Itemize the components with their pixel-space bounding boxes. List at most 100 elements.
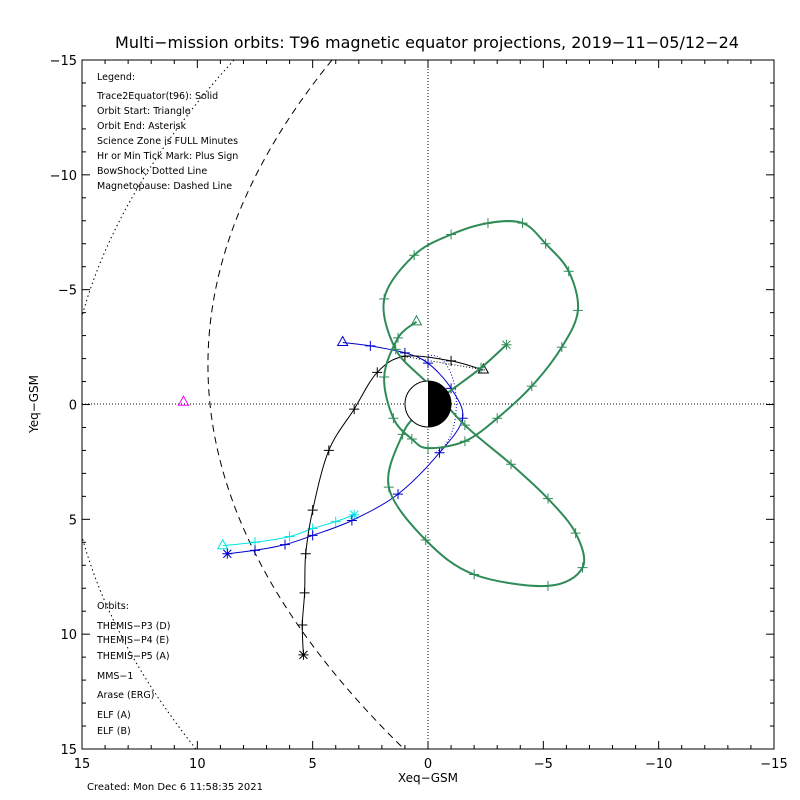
hour-tick-marker bbox=[420, 535, 431, 546]
y-tick-label: 15 bbox=[60, 743, 77, 758]
hour-tick-marker bbox=[409, 250, 420, 261]
orbits-label: Orbits: bbox=[97, 601, 129, 612]
legend: Legend: Trace2Equator(t96): Solid Orbit … bbox=[96, 72, 238, 192]
hour-tick-marker bbox=[476, 362, 487, 373]
chart-title: Multi−mission orbits: T96 magnetic equat… bbox=[115, 33, 739, 52]
hour-tick-marker bbox=[482, 218, 493, 229]
hour-tick-marker bbox=[323, 445, 334, 456]
hour-tick-marker bbox=[423, 358, 433, 369]
legend-line: Magnetopause: Dashed Line bbox=[97, 181, 232, 192]
hour-tick-marker bbox=[383, 482, 394, 493]
earth-symbol bbox=[404, 380, 452, 428]
hour-tick-marker bbox=[469, 569, 480, 580]
magnetopause bbox=[207, 60, 405, 749]
hour-tick-marker bbox=[563, 266, 574, 277]
legend-elf-a: ELF (A) bbox=[97, 710, 131, 721]
legend-line: Orbit End: Asterisk bbox=[97, 121, 187, 132]
legend-line: Trace2Equator(t96): Solid bbox=[96, 91, 218, 102]
hour-tick-marker bbox=[556, 342, 567, 353]
series-mms-1 bbox=[297, 351, 490, 660]
series-arase-erg bbox=[379, 218, 588, 591]
legend-line: BowShock: Dotted Line bbox=[97, 166, 207, 177]
hour-tick-marker bbox=[397, 429, 408, 440]
x-axis-ticks: 15 10 5 0 −5 −10 −15 bbox=[74, 60, 788, 772]
hour-tick-marker bbox=[540, 238, 551, 249]
legend-themis-p5: THEMIS−P5 (A) bbox=[96, 651, 170, 662]
hour-tick-marker bbox=[299, 587, 310, 598]
hour-tick-marker bbox=[446, 229, 457, 240]
orbit-start-marker bbox=[177, 395, 190, 406]
hour-tick-marker bbox=[399, 351, 410, 362]
hour-tick-marker bbox=[492, 413, 503, 424]
orbit-start-marker bbox=[216, 538, 229, 550]
orbit-end-marker bbox=[501, 339, 512, 350]
series-layer bbox=[177, 218, 588, 660]
y-tick-label: −10 bbox=[50, 169, 77, 184]
hour-tick-marker bbox=[572, 305, 583, 316]
orbit-line bbox=[382, 220, 586, 588]
y-tick-label: −15 bbox=[50, 54, 77, 69]
legend-line: Legend: bbox=[97, 72, 135, 83]
hour-tick-marker bbox=[297, 619, 308, 630]
hour-tick-marker bbox=[279, 539, 290, 550]
legend-line: Orbit Start: Triangle bbox=[97, 106, 191, 117]
x-axis-label: Xeq−GSM bbox=[398, 771, 458, 785]
legend-themis-p3: THEMIS−P3 (D) bbox=[96, 621, 170, 632]
hour-tick-marker bbox=[423, 443, 433, 454]
hour-tick-marker bbox=[570, 528, 581, 539]
hour-tick-marker bbox=[393, 489, 404, 500]
legend-arase: Arase (ERG) bbox=[97, 690, 154, 701]
orbit-end-marker bbox=[349, 509, 360, 520]
hour-tick-marker bbox=[300, 548, 311, 559]
hour-tick-marker bbox=[517, 218, 528, 229]
hour-tick-marker bbox=[307, 530, 318, 541]
hour-tick-marker bbox=[542, 580, 553, 591]
mms-start-trace bbox=[406, 356, 486, 371]
hour-tick-marker bbox=[250, 545, 260, 556]
y-axis-ticks: −15 −10 −5 0 5 10 15 bbox=[50, 54, 774, 758]
hour-tick-marker bbox=[446, 355, 457, 366]
hour-tick-marker bbox=[388, 413, 399, 424]
orbit-start-marker bbox=[336, 335, 349, 346]
x-tick-label: −5 bbox=[534, 757, 553, 772]
y-tick-label: 0 bbox=[69, 399, 77, 414]
orbit-end-marker bbox=[222, 548, 233, 559]
orbit-line bbox=[222, 514, 355, 547]
hour-tick-marker bbox=[284, 531, 295, 542]
orbit-end-marker bbox=[298, 649, 309, 660]
orbit-start-marker bbox=[410, 314, 423, 326]
legend-elf-b: ELF (B) bbox=[97, 726, 131, 737]
created-timestamp: Created: Mon Dec 6 11:58:35 2021 bbox=[87, 782, 263, 793]
hour-tick-marker bbox=[390, 344, 401, 355]
legend-line: Hr or Min Tick Mark: Plus Sign bbox=[97, 151, 238, 162]
hour-tick-marker bbox=[330, 516, 341, 527]
x-tick-label: −10 bbox=[645, 757, 672, 772]
x-tick-label: −15 bbox=[760, 757, 787, 772]
y-tick-label: −5 bbox=[58, 284, 77, 299]
legend-line: Science Zone is FULL Minutes bbox=[97, 136, 238, 147]
y-tick-label: 5 bbox=[69, 513, 77, 528]
hour-tick-marker bbox=[393, 332, 404, 343]
hour-tick-marker bbox=[346, 515, 357, 526]
hour-tick-marker bbox=[459, 420, 470, 431]
hour-tick-marker bbox=[379, 371, 390, 382]
hour-tick-marker bbox=[542, 493, 553, 504]
y-axis-label: Yeq−GSM bbox=[27, 375, 41, 434]
hour-tick-marker bbox=[379, 293, 390, 304]
hour-tick-marker bbox=[372, 367, 383, 378]
hour-tick-marker bbox=[365, 340, 376, 351]
x-tick-label: 5 bbox=[309, 757, 317, 772]
hour-tick-marker bbox=[577, 562, 588, 573]
hour-tick-marker bbox=[526, 381, 537, 392]
hour-tick-marker bbox=[406, 433, 417, 444]
legend-themis-p4: THEMIS−P4 (E) bbox=[96, 635, 169, 646]
series-themis-p3-d bbox=[216, 509, 360, 550]
x-tick-label: 10 bbox=[189, 757, 206, 772]
hour-tick-marker bbox=[459, 436, 470, 447]
hour-tick-marker bbox=[307, 505, 318, 516]
x-tick-label: 0 bbox=[424, 757, 432, 772]
orbits-legend: Orbits: THEMIS−P3 (D) THEMIS−P4 (E) THEM… bbox=[96, 601, 170, 737]
orbit-line bbox=[301, 355, 484, 655]
series-themis-p5-a bbox=[177, 395, 190, 406]
hour-tick-marker bbox=[506, 459, 517, 470]
